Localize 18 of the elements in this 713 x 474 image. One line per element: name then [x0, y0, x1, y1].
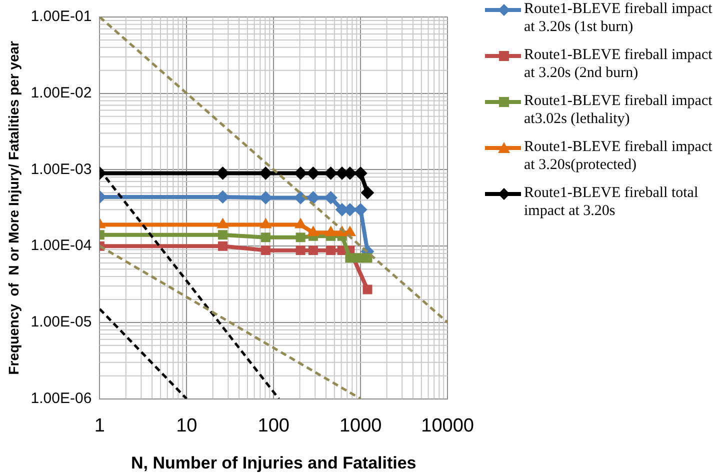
legend-label: Route1-BLEVE fireball impact at 3.20s (1st burn) — [524, 1, 712, 35]
x-axis-title: N, Number of Injuries and Fatalities — [130, 453, 416, 472]
y-tick-label: 1.00E-02 — [30, 84, 92, 102]
legend-label: Route1-BLEVE fireball impact at 3.20s(protected) — [524, 139, 712, 173]
x-tick-label: 10 — [176, 415, 198, 436]
y-tick-label: 1.00E-03 — [30, 160, 92, 178]
x-tick-label: 1 — [94, 415, 105, 436]
legend-label: Route1-BLEVE fireball total impact at 3.20s — [524, 185, 698, 219]
y-tick-label: 1.00E-04 — [30, 237, 92, 254]
y-tick-label: 1.00E-01 — [30, 8, 92, 26]
legend-label: Route1-BLEVE fireball impact at3.02s (lethality) — [524, 93, 712, 127]
x-tick-label: 100 — [258, 415, 290, 436]
y-tick-label: 1.00E-05 — [30, 314, 92, 331]
y-tick-label: 1.00E-06 — [30, 390, 92, 407]
legend-label: Route1-BLEVE fireball impact at 3.20s (2nd burn) — [524, 47, 712, 81]
y-axis-title: Frequency of N or More Injury/ Fatalities per year — [5, 40, 22, 375]
x-tick-label: 1000 — [339, 415, 382, 436]
x-tick-label: 10000 — [421, 415, 474, 436]
